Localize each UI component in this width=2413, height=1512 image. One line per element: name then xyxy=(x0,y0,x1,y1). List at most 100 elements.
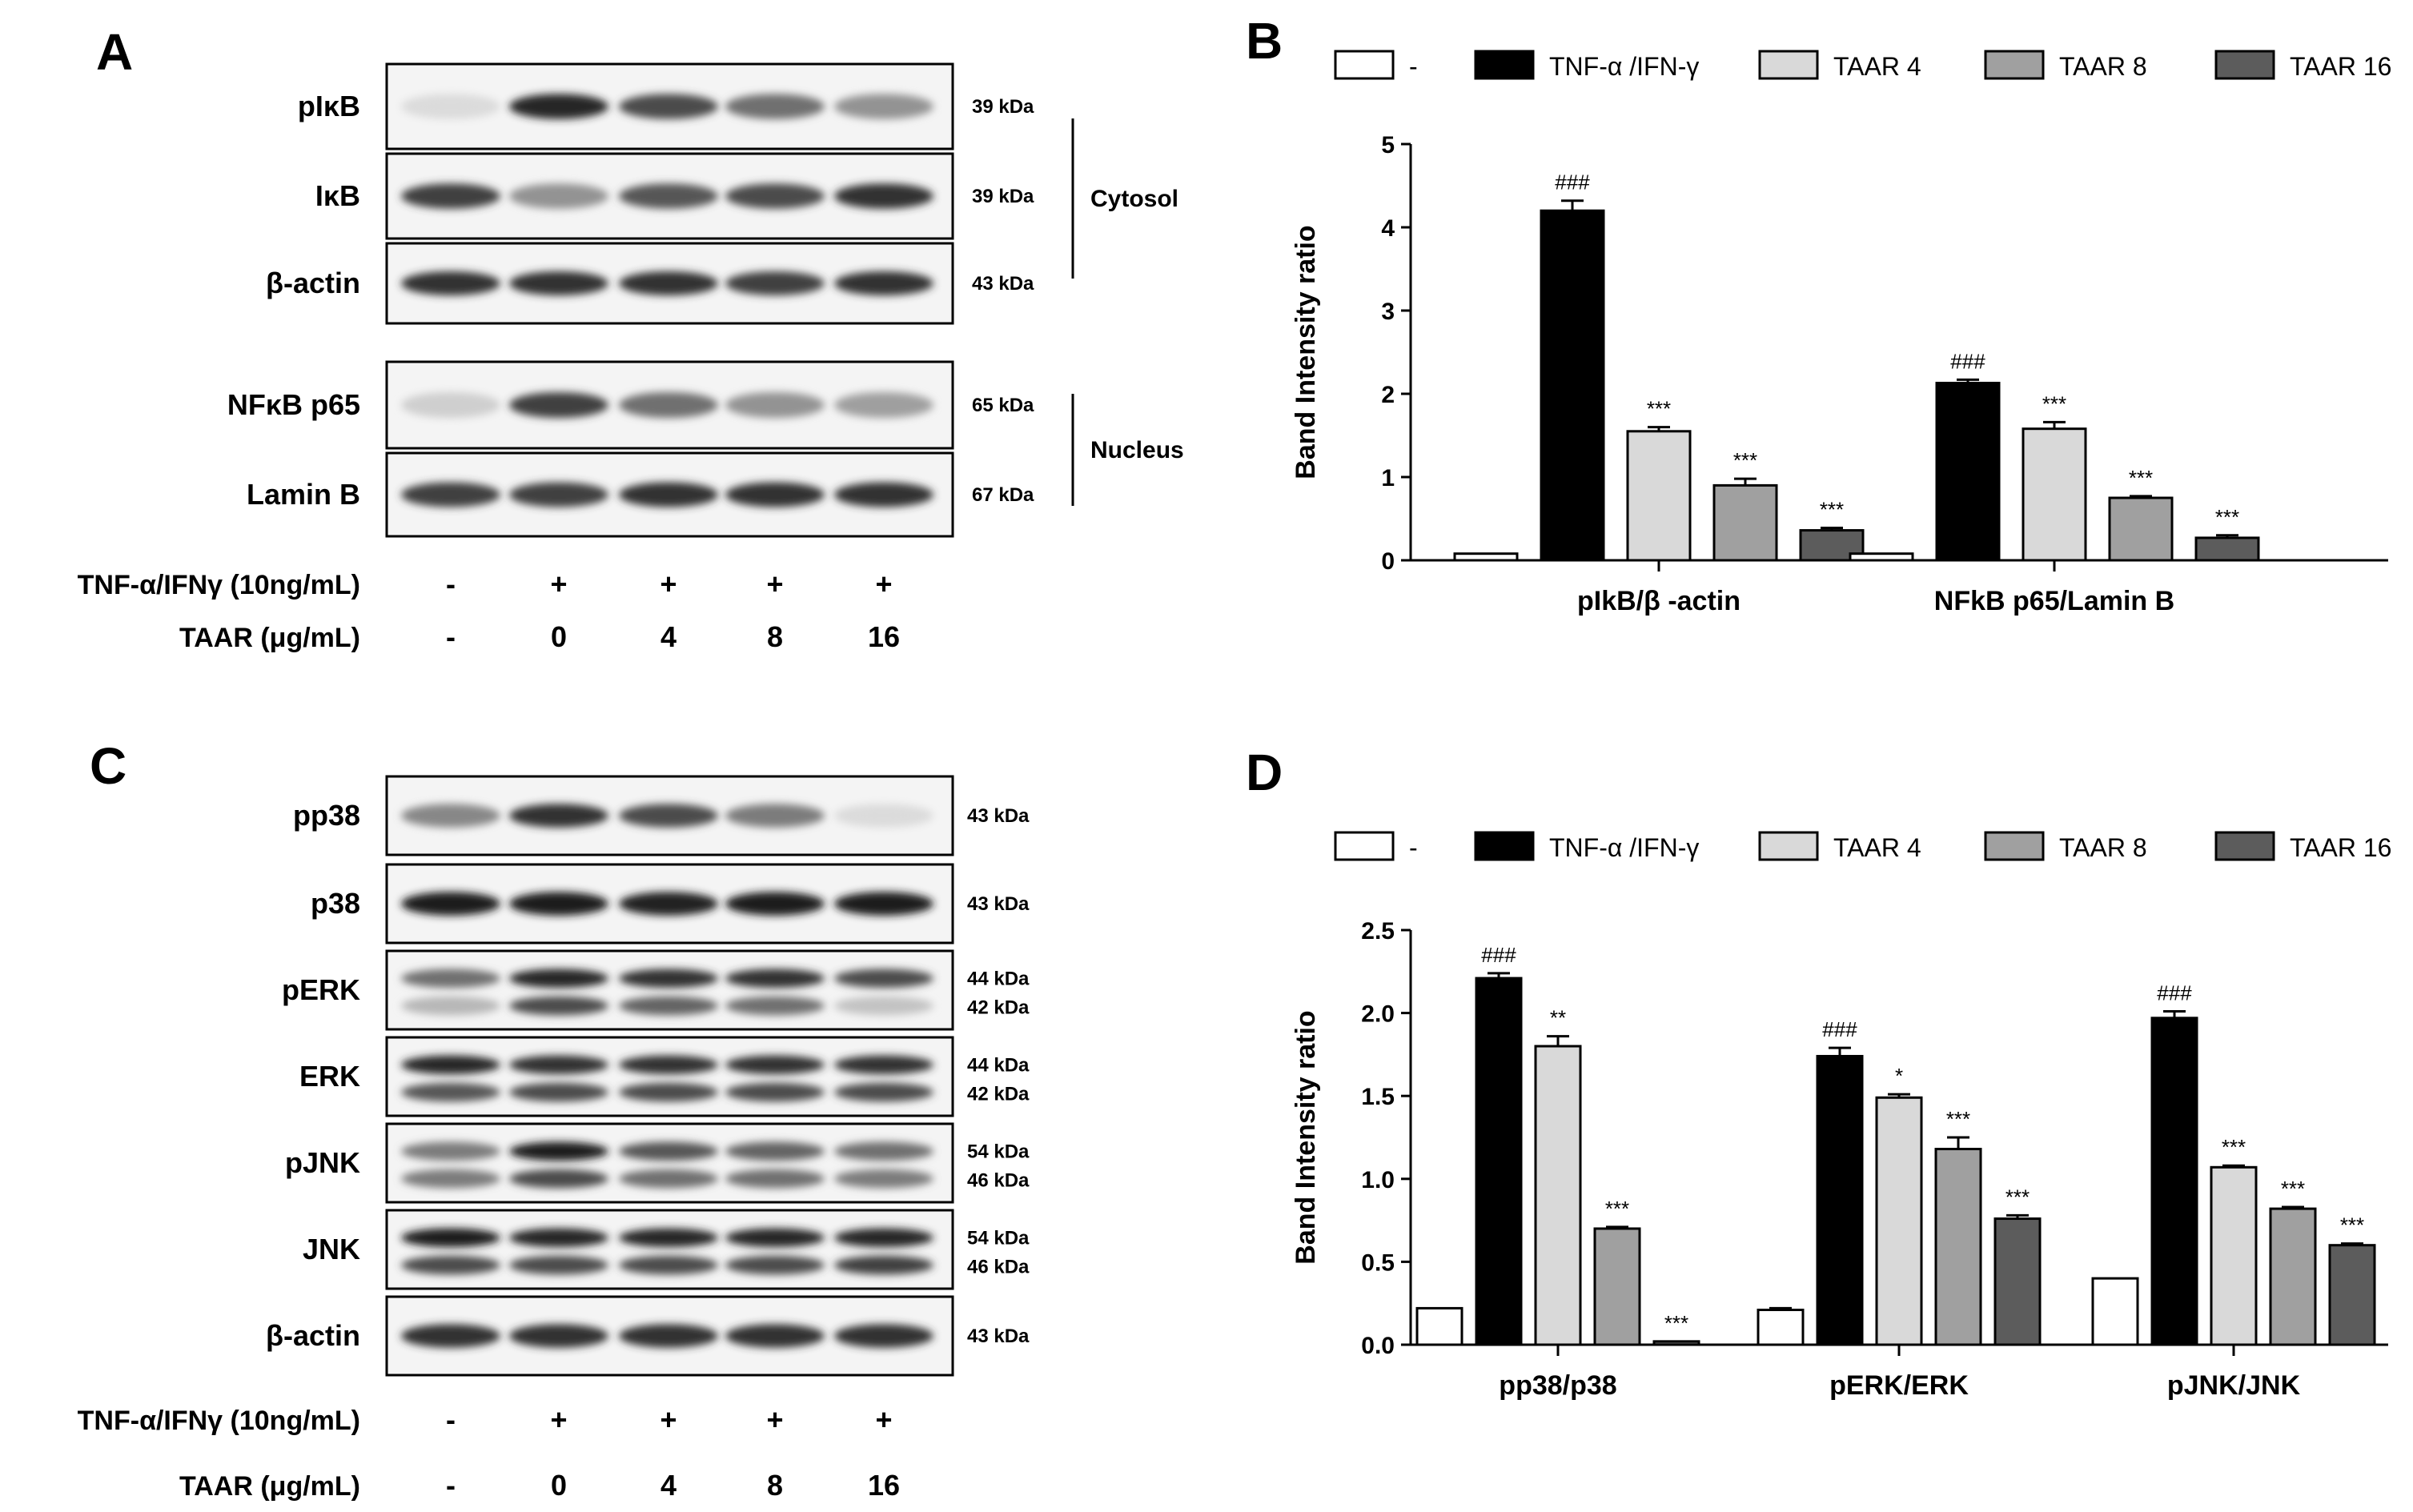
treatment-value: + xyxy=(550,1403,567,1436)
bar xyxy=(1475,977,1523,1346)
x-category-label: NFkB p65/Lamin B xyxy=(1934,586,2174,616)
treatment-value: - xyxy=(446,1469,456,1502)
kda-label: 54 kDa xyxy=(967,1227,1030,1249)
bar xyxy=(1415,1306,1463,1346)
blot-band xyxy=(401,969,500,989)
treatment-value: 0 xyxy=(551,620,567,653)
treatment-value: + xyxy=(875,1403,892,1436)
blot-band xyxy=(401,996,500,1016)
kda-label: 43 kDa xyxy=(967,1326,1030,1347)
blot-band xyxy=(725,1324,825,1348)
bar xyxy=(2108,496,2174,562)
x-category-label: pJNK/JNK xyxy=(2167,1370,2301,1401)
treatment-value: + xyxy=(875,568,892,600)
bar-chart-b: - TNF-α /IFN-γ TAAR 4 TAAR 8 TAAR 16 0 1 2 3 4 5 Ba… xyxy=(1291,50,2391,616)
significance-label: *** xyxy=(1733,448,1757,472)
significance-label: *** xyxy=(2005,1185,2030,1209)
legend-swatch xyxy=(1984,831,2045,861)
y-tick-label: 1.0 xyxy=(1361,1167,1395,1193)
y-tick-label: 1 xyxy=(1381,465,1395,491)
y-axis-title: Band Intensity ratio xyxy=(1291,225,1321,479)
blot-band xyxy=(619,1169,718,1189)
blot-row-label: IκB xyxy=(315,179,360,212)
blot-band xyxy=(509,94,608,119)
blot-row-label: pERK xyxy=(282,973,360,1006)
y-axis-title: Band Intensity ratio xyxy=(1291,1010,1321,1264)
blot-band xyxy=(725,1169,825,1189)
y-tick-label: 2.0 xyxy=(1361,1001,1395,1028)
blot-band xyxy=(509,1255,608,1275)
blot-band xyxy=(725,271,825,295)
blot-band xyxy=(401,183,500,209)
kda-label: 44 kDa xyxy=(967,968,1030,989)
significance-label: ### xyxy=(1822,1017,1857,1041)
blot-band xyxy=(725,1141,825,1161)
blot-band xyxy=(619,969,718,989)
bar xyxy=(1757,1308,1805,1346)
blot-row-label: JNK xyxy=(303,1233,360,1265)
significance-label: *** xyxy=(2129,466,2153,490)
y-tick-label: 4 xyxy=(1381,215,1395,242)
y-tick-label: 3 xyxy=(1381,299,1395,325)
kda-label: 43 kDa xyxy=(972,273,1034,295)
treatment-label: TAAR (μg/mL) xyxy=(179,1471,360,1502)
blot-band xyxy=(401,482,500,507)
bar xyxy=(1849,552,1914,562)
bar xyxy=(1540,209,1605,562)
significance-label: ### xyxy=(2157,981,2192,1005)
significance-label: *** xyxy=(1820,497,1844,521)
blot-band xyxy=(725,892,825,916)
blot-band xyxy=(834,183,933,209)
blot-band xyxy=(834,1255,933,1275)
bar xyxy=(2269,1207,2317,1346)
bar xyxy=(2210,1165,2258,1346)
treatment-value: + xyxy=(660,1403,677,1436)
kda-label: 42 kDa xyxy=(967,1084,1030,1105)
y-tick-label: 2.5 xyxy=(1361,918,1395,944)
significance-label: *** xyxy=(1605,1197,1629,1221)
legend-entry: TAAR 4 xyxy=(1833,833,1921,862)
blot-band xyxy=(619,391,718,419)
kda-label: 65 kDa xyxy=(972,395,1034,416)
legend-swatch xyxy=(2214,50,2275,80)
blot-band xyxy=(834,1082,933,1102)
y-tick-label: 2 xyxy=(1381,382,1395,408)
blot-band xyxy=(401,1055,500,1075)
legend-entry: TAAR 4 xyxy=(1833,52,1921,81)
blot-band xyxy=(509,482,608,507)
blot-band xyxy=(619,996,718,1016)
x-category-label: pp38/p38 xyxy=(1499,1370,1616,1401)
blot-band xyxy=(509,969,608,989)
bar xyxy=(2328,1244,2376,1346)
blot-row-label: β-actin xyxy=(266,1319,360,1352)
bar xyxy=(1712,483,1778,562)
kda-label: 39 kDa xyxy=(972,96,1034,118)
bar xyxy=(1935,381,2001,562)
blot-band xyxy=(834,1228,933,1248)
blot-band xyxy=(509,271,608,295)
blot-row-label: pp38 xyxy=(293,799,360,832)
significance-label: *** xyxy=(2042,391,2066,415)
bar xyxy=(2091,1277,2139,1346)
blot-row-label: ERK xyxy=(299,1060,360,1093)
kda-label: 67 kDa xyxy=(972,484,1034,506)
blot-row-label: β-actin xyxy=(266,267,360,299)
blot-frame-5 xyxy=(385,1209,954,1290)
blot-band xyxy=(834,892,933,916)
x-category-label: pIkB/β -actin xyxy=(1577,586,1740,616)
blot-band xyxy=(834,482,933,507)
bar xyxy=(1593,1227,1641,1346)
x-category-label: pERK/ERK xyxy=(1829,1370,1969,1401)
blot-band xyxy=(401,271,500,295)
blot-band xyxy=(725,1255,825,1275)
treatment-value: 8 xyxy=(767,620,783,653)
blot-band xyxy=(401,1324,500,1348)
significance-label: *** xyxy=(2215,505,2239,529)
bar xyxy=(1626,430,1692,562)
panel-letter-c: C xyxy=(90,737,127,795)
treatment-value: 16 xyxy=(868,620,900,653)
significance-label: *** xyxy=(2340,1213,2364,1237)
blot-band xyxy=(619,1228,718,1248)
blot-band xyxy=(401,1141,500,1161)
